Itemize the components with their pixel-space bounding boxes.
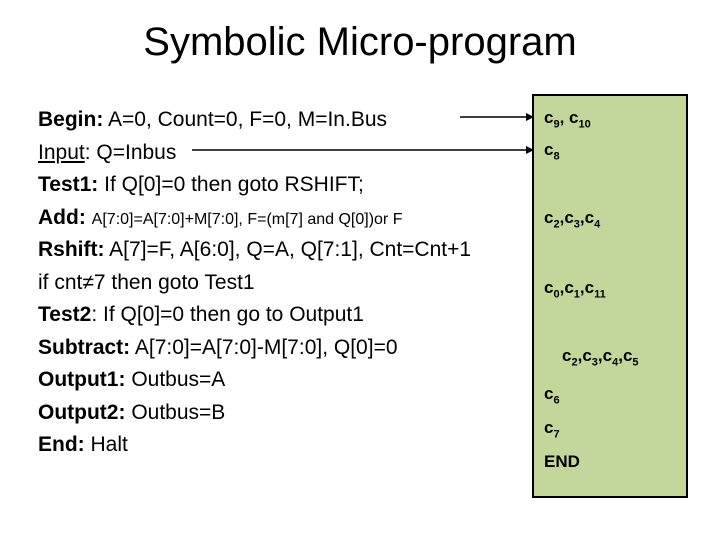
signal-label: c2,c3,c4,c5 <box>562 346 639 368</box>
line-label: End: <box>38 433 85 456</box>
line-label: Rshift: <box>38 238 105 261</box>
program-line: End: Halt <box>38 429 498 462</box>
line-text: Halt <box>85 433 128 456</box>
slide-title: Symbolic Micro-program <box>0 20 720 65</box>
line-label: Input <box>38 141 85 164</box>
line-small-text: A[7:0]=A[7:0]+M[7:0], F=(m[7] and Q[0])o… <box>92 211 403 228</box>
program-line: Output2: Outbus=B <box>38 397 498 430</box>
line-text: : Q=Inbus <box>85 141 177 164</box>
line-label: Begin: <box>38 108 103 131</box>
line-label: Output1: <box>38 368 125 391</box>
signal-label: c7 <box>544 418 560 440</box>
line-text: A[7:0]=A[7:0]-M[7:0], Q[0]=0 <box>130 336 397 359</box>
program-line: Test1: If Q[0]=0 then goto RSHIFT; <box>38 169 498 202</box>
line-label: Test1: <box>38 173 98 196</box>
signal-label: c6 <box>544 384 560 406</box>
program-line: Test2: If Q[0]=0 then go to Output1 <box>38 299 498 332</box>
program-line: Begin: A=0, Count=0, F=0, M=In.Bus <box>38 104 498 137</box>
line-text: A=0, Count=0, F=0, M=In.Bus <box>103 108 387 131</box>
program-line: Rshift: A[7]=F, A[6:0], Q=A, Q[7:1], Cnt… <box>38 234 498 267</box>
program-line: Output1: Outbus=A <box>38 364 498 397</box>
program-listing: Begin: A=0, Count=0, F=0, M=In.Bus Input:… <box>38 104 498 462</box>
line-text: If Q[0]=0 then goto RSHIFT; <box>98 173 364 196</box>
program-line: Add: A[7:0]=A[7:0]+M[7:0], F=(m[7] and Q… <box>38 202 498 235</box>
line-text: if cnt≠7 then goto Test1 <box>38 271 255 294</box>
line-text: : If Q[0]=0 then go to Output1 <box>91 303 364 326</box>
signal-label: c9, c10 <box>544 108 591 130</box>
signal-label: c0,c1,c11 <box>544 278 606 300</box>
arrow <box>460 112 534 113</box>
line-label: Test2 <box>38 303 91 326</box>
program-line: Subtract: A[7:0]=A[7:0]-M[7:0], Q[0]=0 <box>38 332 498 365</box>
signal-label: END <box>544 452 580 472</box>
line-text: Outbus=B <box>125 401 225 424</box>
line-text: Outbus=A <box>125 368 225 391</box>
line-label: Add: <box>38 206 86 229</box>
line-label: Output2: <box>38 401 125 424</box>
program-line: if cnt≠7 then goto Test1 <box>38 267 498 300</box>
signal-label: c2,c3,c4 <box>544 208 600 230</box>
line-label: Subtract: <box>38 336 130 359</box>
arrow <box>192 145 534 146</box>
line-text: A[7]=F, A[6:0], Q=A, Q[7:1], Cnt=Cnt+1 <box>105 238 472 261</box>
signal-label: c8 <box>544 140 560 162</box>
